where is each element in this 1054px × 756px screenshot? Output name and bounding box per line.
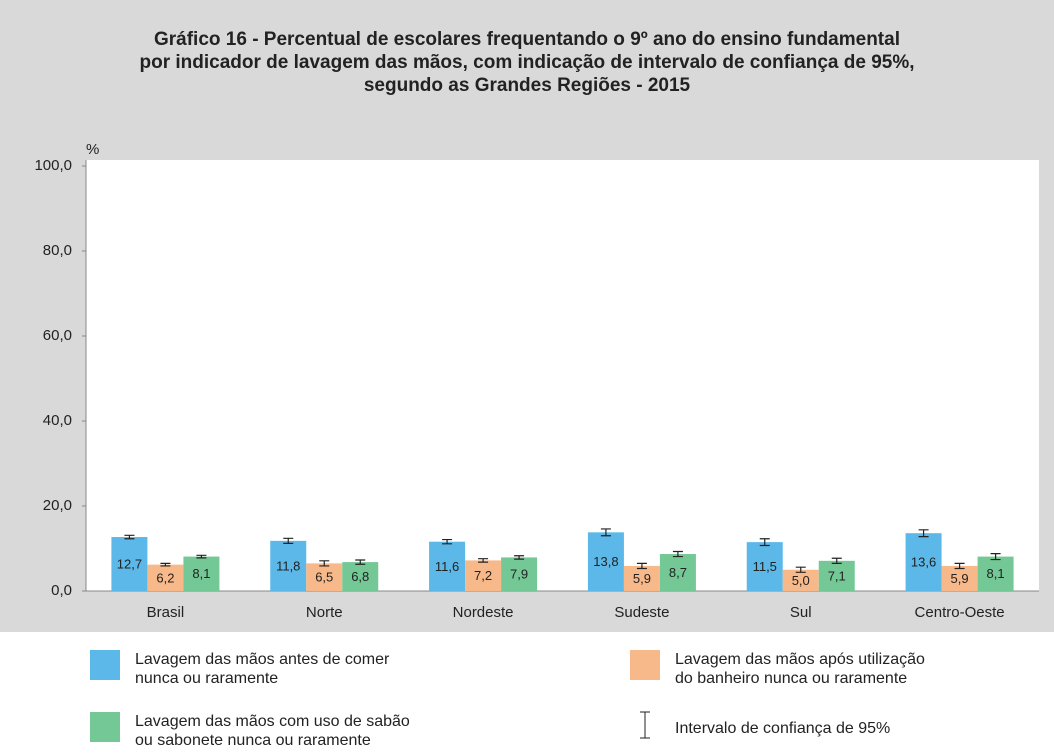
chart: % Gráfico 16 - Percentual de escolares f… bbox=[0, 0, 1054, 632]
chart-title: Gráfico 16 - Percentual de escolares fre… bbox=[154, 29, 900, 50]
data-label: 8,7 bbox=[669, 565, 687, 580]
error-bar bbox=[600, 528, 611, 537]
bar bbox=[465, 560, 502, 591]
data-label: 6,8 bbox=[351, 569, 369, 584]
bar bbox=[746, 542, 783, 591]
bar bbox=[818, 560, 855, 591]
error-bar bbox=[759, 538, 770, 547]
error-bar bbox=[160, 562, 171, 567]
x-tick-label: Sudeste bbox=[614, 604, 669, 621]
error-bar bbox=[478, 558, 489, 563]
data-label: 6,2 bbox=[156, 570, 174, 585]
legend-error-line bbox=[640, 711, 650, 739]
legend-label: Intervalo de confiança de 95% bbox=[675, 720, 891, 737]
bar bbox=[587, 532, 624, 591]
y-axis-label: % bbox=[86, 141, 99, 158]
bar bbox=[429, 541, 466, 591]
bar bbox=[183, 556, 220, 591]
y-tick-label: 100,0 bbox=[34, 157, 72, 174]
chart-title: segundo as Grandes Regiões - 2015 bbox=[364, 75, 691, 96]
data-label: 5,0 bbox=[792, 573, 810, 588]
legend-label: Lavagem das mãos antes de comer nunca ou… bbox=[135, 651, 390, 687]
x-tick-label: Nordeste bbox=[453, 604, 514, 621]
data-label: 7,1 bbox=[828, 568, 846, 583]
error-bar bbox=[514, 555, 525, 560]
error-bar bbox=[831, 557, 842, 564]
error-bar bbox=[672, 550, 683, 558]
x-tick-label: Norte bbox=[306, 604, 343, 621]
data-label: 8,1 bbox=[987, 566, 1005, 581]
x-tick-label: Sul bbox=[790, 604, 812, 621]
chart-title: por indicador de lavagem das mãos, com i… bbox=[139, 52, 914, 73]
bar bbox=[905, 533, 942, 591]
data-label: 11,8 bbox=[276, 558, 300, 573]
bar bbox=[501, 557, 538, 591]
data-label: 5,9 bbox=[951, 571, 969, 586]
x-tick-label: Centro-Oeste bbox=[915, 604, 1005, 621]
data-label: 13,6 bbox=[911, 555, 936, 570]
legend-swatch bbox=[630, 650, 660, 680]
error-bar bbox=[795, 566, 806, 573]
legend-swatch bbox=[90, 712, 120, 742]
data-label: 7,2 bbox=[474, 568, 492, 583]
error-bar bbox=[196, 554, 207, 559]
error-bar bbox=[283, 537, 294, 544]
legend-label: Lavagem das mãos após utilização do banh… bbox=[675, 651, 925, 687]
y-tick-label: 20,0 bbox=[43, 497, 72, 514]
legend-label: Lavagem das mãos com uso de sabão ou sab… bbox=[135, 713, 410, 749]
bar bbox=[623, 565, 660, 591]
error-bar bbox=[442, 538, 453, 545]
plot-area bbox=[86, 160, 1039, 591]
error-bar bbox=[355, 559, 366, 565]
bar bbox=[342, 562, 379, 591]
y-tick-label: 0,0 bbox=[51, 582, 72, 599]
legend-swatch bbox=[90, 650, 120, 680]
error-bar bbox=[636, 562, 647, 570]
data-label: 12,7 bbox=[117, 556, 142, 571]
data-label: 7,9 bbox=[510, 567, 528, 582]
bar bbox=[782, 569, 819, 591]
bar bbox=[111, 537, 148, 591]
data-label: 8,1 bbox=[192, 566, 210, 581]
bar bbox=[941, 565, 978, 591]
y-tick-label: 40,0 bbox=[43, 412, 72, 429]
bar bbox=[306, 563, 343, 591]
y-tick-label: 60,0 bbox=[43, 327, 72, 344]
legend-error-symbol bbox=[640, 711, 650, 739]
error-bar bbox=[124, 534, 135, 540]
y-tick-label: 80,0 bbox=[43, 242, 72, 259]
data-label: 5,9 bbox=[633, 571, 651, 586]
error-bar bbox=[990, 553, 1001, 561]
bar bbox=[270, 540, 307, 591]
data-label: 11,5 bbox=[753, 559, 777, 574]
data-label: 6,5 bbox=[315, 570, 333, 585]
bar bbox=[659, 554, 696, 591]
bar bbox=[147, 564, 184, 591]
error-bar bbox=[954, 562, 965, 570]
error-bar bbox=[918, 529, 929, 538]
x-tick-label: Brasil bbox=[147, 604, 185, 621]
bar bbox=[977, 556, 1014, 591]
data-label: 11,6 bbox=[435, 559, 459, 574]
error-bar bbox=[319, 560, 330, 567]
data-label: 13,8 bbox=[593, 554, 618, 569]
